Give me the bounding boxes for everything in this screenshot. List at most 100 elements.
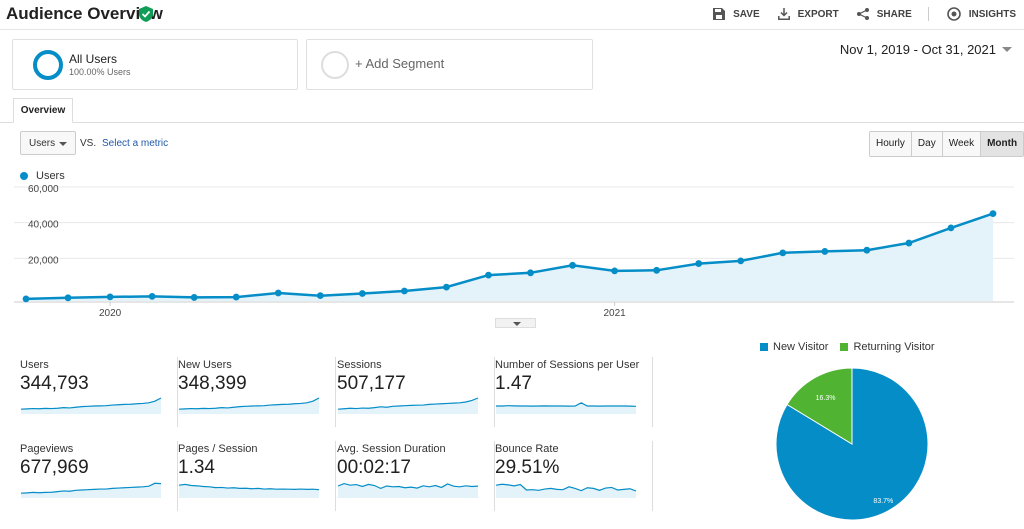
- data-point: [527, 269, 534, 277]
- sparkline-area: [21, 483, 161, 498]
- metric-tile[interactable]: Number of Sessions per User 1.47: [495, 357, 653, 427]
- sparkline-line: [20, 397, 162, 410]
- x-tick-label: 2020: [99, 308, 122, 319]
- y-tick-label: 60,000: [28, 185, 59, 195]
- data-point: [22, 295, 30, 303]
- save-label: SAVE: [733, 8, 760, 20]
- metric-tile[interactable]: New Users 348,399: [178, 357, 336, 427]
- data-point: [653, 266, 661, 274]
- sparkline-area: [496, 484, 636, 498]
- metric-value: 29.51%: [495, 457, 560, 478]
- metric-dropdown[interactable]: Users: [20, 131, 76, 155]
- data-point: [695, 260, 703, 267]
- sparkline-area: [21, 398, 161, 414]
- legend-dot: [20, 172, 28, 180]
- data-point: [358, 290, 366, 297]
- data-point: [148, 292, 156, 300]
- metric-sparkline: [496, 402, 637, 414]
- sparkline-line: [337, 397, 479, 410]
- metric-sparkline: [337, 482, 479, 498]
- page-title: Audience Overview: [6, 4, 163, 23]
- share-icon: [856, 8, 869, 20]
- select-metric-link[interactable]: Select a metric: [102, 138, 169, 149]
- sparkline-line: [178, 397, 320, 410]
- date-range-label: Nov 1, 2019 - Oct 31, 2021: [839, 42, 996, 57]
- hourly-button[interactable]: Hourly: [870, 132, 912, 156]
- pie-slice-label: 16.3%: [816, 395, 836, 402]
- metric-label: Users: [20, 359, 49, 371]
- data-point: [485, 271, 492, 279]
- metric-value: 348,399: [178, 373, 247, 394]
- metric-tile[interactable]: Pages / Session 1.34: [178, 441, 336, 511]
- pie-legend-returning: Returning Visitor: [840, 341, 935, 353]
- sparkline-area: [496, 402, 636, 414]
- tab-divider: [0, 122, 1024, 123]
- metric-sparkline: [495, 483, 637, 498]
- metric-label: Pageviews: [20, 443, 74, 455]
- returning-visitor-swatch: [840, 343, 849, 351]
- chart-area-fill: [26, 213, 993, 301]
- data-point: [443, 283, 450, 291]
- data-point: [190, 294, 198, 301]
- data-point: [947, 224, 955, 232]
- sparkline-line: [495, 483, 637, 492]
- sparkline-line: [337, 482, 479, 490]
- pie-legend-new: New Visitor: [760, 341, 828, 353]
- metric-sparkline: [337, 397, 479, 414]
- data-point: [569, 261, 576, 269]
- save-button[interactable]: SAVE: [713, 8, 760, 20]
- metric-tile[interactable]: Avg. Session Duration 00:02:17: [337, 441, 495, 511]
- empty-segment-ring-icon: [321, 51, 349, 79]
- header-actions: SAVE EXPORT SHARE INSIGHTS: [695, 7, 1016, 21]
- metric-dropdown-value: Users: [29, 138, 56, 149]
- month-button[interactable]: Month: [981, 132, 1024, 156]
- data-point: [106, 293, 114, 301]
- y-tick-label: 40,000: [28, 220, 59, 231]
- pie-legend: New Visitor Returning Visitor: [760, 341, 947, 353]
- metric-value: 344,793: [20, 373, 89, 394]
- metric-tile[interactable]: Pageviews 677,969: [20, 441, 178, 511]
- segment-all-users[interactable]: All Users 100.00% Users: [12, 39, 298, 90]
- day-button[interactable]: Day: [911, 132, 943, 156]
- metric-label: New Users: [178, 359, 232, 371]
- metric-tile[interactable]: Bounce Rate 29.51%: [495, 441, 653, 511]
- data-point: [863, 246, 871, 254]
- metric-sparkline: [178, 483, 320, 498]
- metric-label: Pages / Session: [178, 443, 258, 455]
- insights-button[interactable]: INSIGHTS: [946, 7, 1016, 21]
- users-line-chart: 20,000 40,000 60,000 2020 2021: [14, 185, 1014, 319]
- tab-overview[interactable]: Overview: [13, 98, 73, 123]
- segment-name: All Users: [69, 52, 118, 66]
- date-range-picker[interactable]: Nov 1, 2019 - Oct 31, 2021: [840, 42, 1012, 57]
- segment-subtitle: 100.00% Users: [69, 67, 131, 77]
- week-button[interactable]: Week: [942, 132, 982, 156]
- data-point: [989, 210, 997, 218]
- metric-tile[interactable]: Sessions 507,177: [337, 357, 495, 427]
- chevron-down-icon: [1002, 47, 1012, 52]
- legend-label: Users: [36, 170, 65, 182]
- metric-tile[interactable]: Users 344,793: [20, 357, 178, 427]
- segment-ring-icon: [33, 50, 63, 80]
- data-point: [64, 294, 72, 302]
- pie-slice[interactable]: [786, 367, 853, 445]
- add-segment-button[interactable]: + Add Segment: [306, 39, 593, 90]
- data-point: [779, 249, 787, 257]
- export-button[interactable]: EXPORT: [777, 8, 839, 20]
- metric-value: 1.34: [178, 457, 215, 478]
- share-label: SHARE: [876, 8, 912, 20]
- metric-label: Number of Sessions per User: [495, 359, 640, 371]
- collapse-chart-button[interactable]: [495, 318, 536, 328]
- x-tick-label: 2021: [603, 308, 626, 319]
- dropdown-caret-icon: [59, 142, 67, 146]
- share-button[interactable]: SHARE: [856, 8, 912, 20]
- insights-label: INSIGHTS: [968, 8, 1016, 20]
- sparkline-line: [20, 482, 162, 494]
- granularity-toggle: Hourly Day Week Month: [869, 131, 1024, 157]
- chart-legend: Users: [20, 170, 65, 182]
- pie-slice-label: 83.7%: [873, 498, 893, 505]
- pie-slice[interactable]: [775, 367, 929, 521]
- metric-sparkline: [178, 397, 320, 414]
- sparkline-line: [496, 402, 637, 407]
- data-point: [737, 257, 745, 265]
- verified-shield-icon: [139, 6, 153, 22]
